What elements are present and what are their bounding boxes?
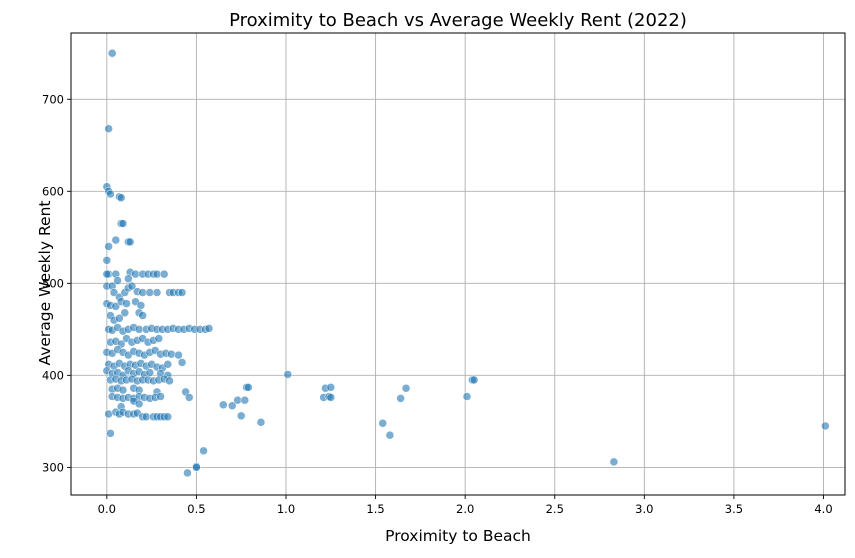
scatter-point [378, 418, 387, 428]
scatter-point [821, 421, 830, 431]
scatter-point [152, 288, 162, 297]
scatter-point [152, 269, 162, 279]
scatter-point [113, 276, 122, 285]
scatter-point [462, 392, 472, 401]
x-tick-label: 2.5 [546, 502, 564, 516]
y-tick-label: 300 [42, 460, 64, 474]
y-tick-label: 500 [42, 276, 64, 290]
scatter-point [118, 219, 128, 228]
scatter-point [469, 375, 479, 385]
scatter-point [283, 370, 293, 379]
x-axis-ticks: 0.0 0.5 1.0 1.5 2.0 2.5 3.0 3.5 4.0 [98, 495, 833, 516]
scatter-point [127, 281, 137, 291]
scatter-point [177, 288, 187, 297]
y-tick-label: 600 [42, 184, 64, 198]
scatter-point [244, 383, 253, 392]
scatter-point [167, 349, 176, 359]
x-tick-label: 0.5 [187, 502, 205, 516]
scatter-point [138, 311, 147, 320]
scatter-point [116, 193, 126, 202]
scatter-point [109, 288, 119, 297]
scatter-point [134, 325, 144, 334]
scatter-point [177, 358, 187, 367]
scatter-point [326, 393, 336, 402]
scatter-point [156, 392, 165, 401]
scatter-point [163, 412, 172, 422]
scatter-point [204, 324, 214, 333]
scatter-point [185, 393, 194, 402]
scatter-point [111, 302, 121, 311]
x-tick-label: 0.0 [98, 502, 116, 516]
scatter-point [396, 394, 405, 403]
x-tick-label: 1.5 [366, 502, 384, 516]
scatter-point [138, 288, 147, 297]
scatter-point [120, 308, 129, 318]
scatter-point [228, 401, 237, 410]
scatter-point [154, 334, 164, 343]
scatter-point [115, 314, 124, 323]
scatter-point [142, 412, 151, 422]
plot-frame [70, 32, 846, 496]
scatter-point [174, 350, 183, 360]
scatter-point [219, 400, 228, 410]
x-tick-label: 3.0 [635, 502, 653, 516]
scatter-point [165, 376, 174, 386]
scatter-point [118, 385, 128, 395]
scatter-point [106, 189, 115, 199]
scatter-point [145, 288, 155, 297]
x-tick-label: 1.0 [277, 502, 295, 516]
y-axis-ticks: 300 400 500 600 700 [42, 92, 71, 474]
x-tick-label: 4.0 [814, 502, 832, 516]
scatter-point [122, 299, 131, 308]
scatter-point [136, 301, 146, 310]
scatter-point [385, 430, 395, 440]
scatter-point [159, 269, 169, 279]
scatter-point [326, 383, 336, 392]
y-tick-label: 400 [42, 368, 64, 382]
scatter-point [104, 124, 113, 133]
scatter-point [183, 468, 192, 478]
scatter-point [609, 457, 619, 467]
scatter-point [106, 429, 115, 438]
x-axis-label: Proximity to Beach [385, 527, 531, 545]
scatter-point [236, 411, 246, 421]
scatter-point [163, 360, 172, 369]
y-tick-label: 700 [42, 92, 64, 106]
scatter-point [102, 256, 112, 265]
scatter-point [134, 399, 144, 409]
scatter-point [107, 49, 117, 58]
scatter-point [192, 463, 201, 472]
scatter-point [124, 274, 133, 283]
scatter-point [111, 235, 121, 245]
data-points [102, 49, 830, 478]
scatter-point [401, 383, 411, 393]
x-tick-label: 3.5 [725, 502, 743, 516]
scatter-point [233, 395, 242, 405]
scatter-point [131, 269, 140, 279]
scatter-point [240, 395, 250, 405]
scatter-point [102, 269, 112, 279]
scatter-point [104, 242, 113, 251]
scatter-point [145, 368, 155, 377]
scatter-point [256, 418, 266, 427]
y-axis-label: Average Weekly Rent [36, 201, 54, 366]
x-tick-label: 2.0 [456, 502, 474, 516]
scatter-point [104, 409, 113, 419]
scatter-point [125, 237, 135, 247]
grid [71, 33, 845, 495]
scatter-point [199, 446, 208, 456]
chart-title: Proximity to Beach vs Average Weekly Ren… [229, 10, 687, 31]
